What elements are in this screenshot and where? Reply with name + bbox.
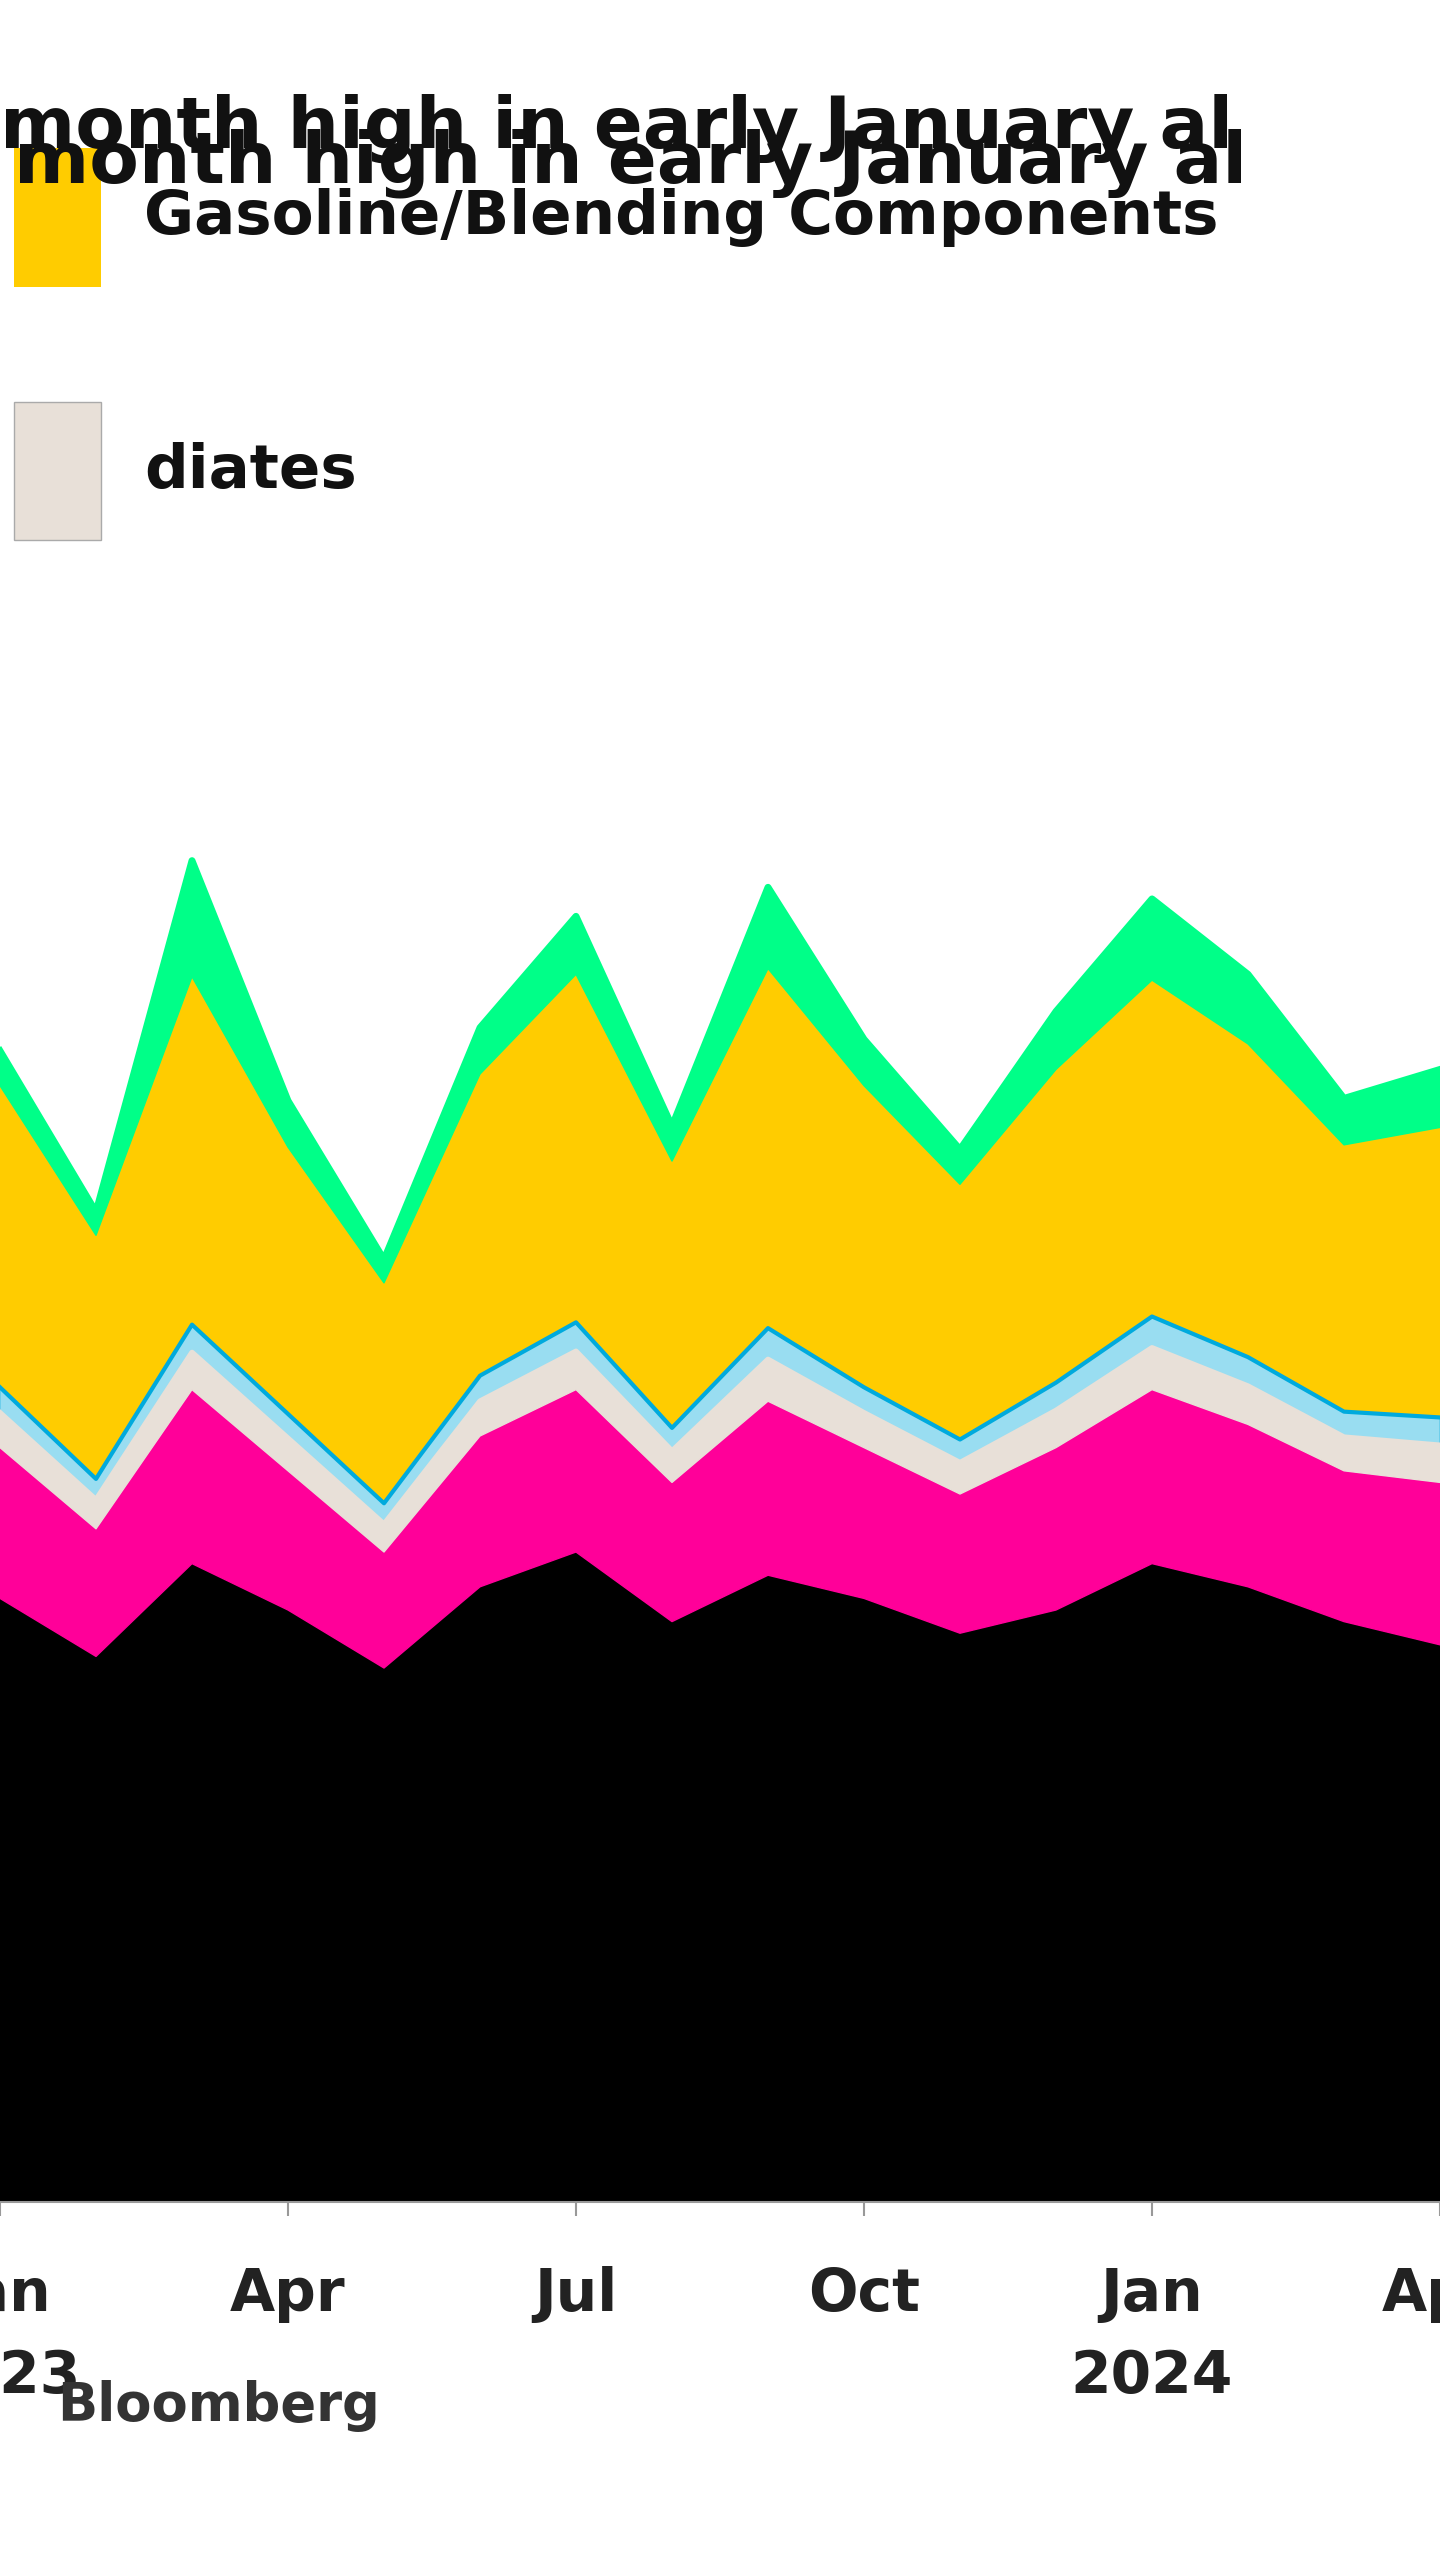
Text: 2024: 2024 bbox=[1071, 2348, 1233, 2404]
Text: Jul: Jul bbox=[534, 2266, 618, 2322]
Text: month high in early January al: month high in early January al bbox=[14, 128, 1247, 197]
Text: month high in early January al: month high in early January al bbox=[0, 92, 1233, 164]
Text: Oct: Oct bbox=[808, 2266, 920, 2322]
Bar bbox=[14, 402, 101, 540]
Bar bbox=[14, 148, 101, 287]
Text: Bloomberg: Bloomberg bbox=[58, 2381, 380, 2432]
Text: 2023: 2023 bbox=[0, 2348, 81, 2404]
Text: Jan: Jan bbox=[0, 2266, 52, 2322]
Text: diates: diates bbox=[144, 440, 357, 502]
Text: Gasoline/Blending Components: Gasoline/Blending Components bbox=[144, 187, 1218, 248]
Text: Apr: Apr bbox=[230, 2266, 346, 2322]
Text: Apr: Apr bbox=[1382, 2266, 1440, 2322]
Text: Jan: Jan bbox=[1100, 2266, 1204, 2322]
